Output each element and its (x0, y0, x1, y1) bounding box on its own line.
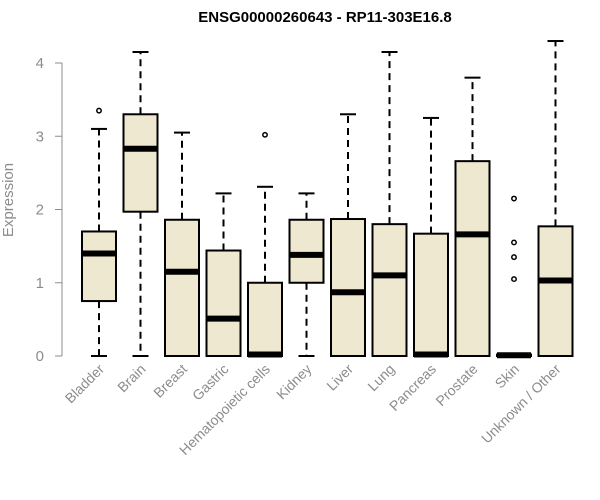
y-axis: 0 1 2 3 4 (36, 55, 63, 365)
box-hematopoietic-cells (247, 131, 283, 358)
x-tick-label: Kidney (273, 361, 315, 403)
iqr-box (247, 281, 283, 357)
y-axis-label: Expression (0, 163, 17, 237)
box-lung (371, 51, 408, 357)
iqr-box (122, 113, 159, 213)
x-tick-label: Lung (364, 361, 397, 394)
iqr-box (330, 218, 366, 357)
y-tick-label: 2 (36, 202, 44, 219)
outlier-point (96, 107, 102, 114)
outlier-point (511, 254, 517, 261)
box-unknown-other (537, 40, 574, 357)
iqr-box (537, 225, 574, 357)
box-breast (164, 131, 200, 357)
chart-title: ENSG00000260643 - RP11-303E16.8 (198, 9, 452, 26)
x-tick-label: Unknown / Other (478, 361, 564, 447)
outlier-point (262, 131, 268, 138)
outlier-point (511, 195, 517, 202)
y-tick-label: 1 (36, 275, 44, 292)
y-tick-label: 0 (36, 348, 44, 365)
box-prostate (454, 76, 491, 357)
x-tick-label: Breast (150, 361, 190, 401)
iqr-box (454, 160, 491, 357)
box-brain (122, 51, 159, 357)
outlier-point (511, 276, 517, 283)
box-bladder (81, 107, 117, 357)
boxes-group (81, 40, 574, 359)
y-tick-label: 4 (36, 55, 44, 72)
outlier-point (511, 239, 517, 246)
y-tick-label: 3 (36, 128, 44, 145)
box-kidney (288, 192, 325, 357)
box-gastric (205, 192, 242, 358)
x-tick-label: Skin (492, 361, 523, 392)
iqr-box (205, 249, 242, 358)
x-tick-label: Bladder (62, 361, 108, 407)
iqr-box (81, 230, 117, 303)
box-liver (330, 113, 366, 357)
iqr-box (371, 223, 408, 357)
iqr-box (413, 232, 449, 357)
box-skin (496, 195, 532, 359)
box-pancreas (413, 116, 449, 358)
x-tick-label: Prostate (432, 361, 480, 409)
iqr-box (164, 218, 200, 357)
x-tick-label: Liver (323, 361, 356, 394)
iqr-box (288, 218, 325, 284)
x-tick-label: Brain (114, 361, 148, 395)
